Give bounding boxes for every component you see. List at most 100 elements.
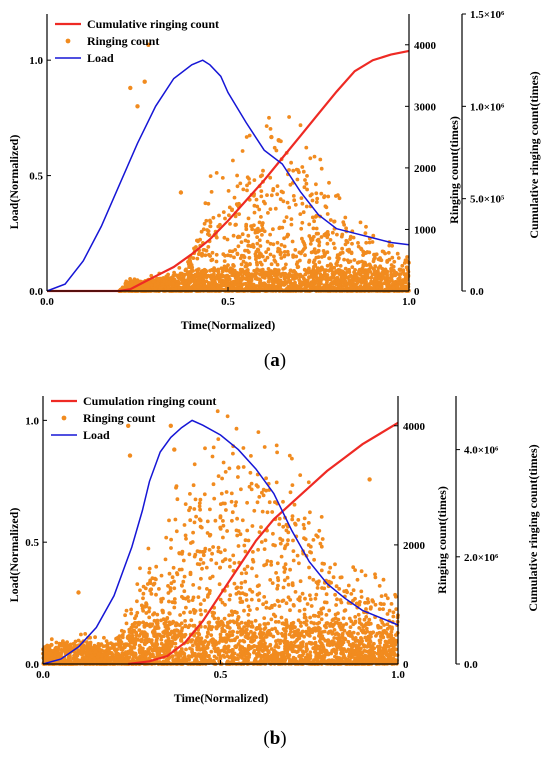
ringing-count-point: [193, 497, 198, 502]
ringing-count-point: [294, 254, 299, 259]
ringing-count-point: [221, 535, 225, 540]
ringing-count-point: [309, 282, 314, 287]
ringing-count-point: [322, 194, 327, 199]
ringing-count-point: [236, 475, 240, 479]
ringing-count-point: [187, 508, 191, 513]
ringing-count-point: [314, 272, 318, 277]
ringing-count-point: [325, 212, 330, 216]
ringing-count-point: [255, 584, 260, 588]
ringing-count-point: [382, 602, 386, 606]
ringing-count-point: [259, 540, 264, 544]
ringing-count-point: [149, 283, 154, 287]
ringing-count-point: [238, 532, 243, 537]
ringing-count-point: [266, 247, 271, 252]
ringing-count-point: [222, 279, 227, 283]
ringing-count-point: [219, 286, 223, 290]
ringing-count-point: [328, 218, 333, 222]
ringing-count-point: [154, 592, 158, 597]
ringing-count-point: [302, 241, 306, 246]
ringing-count-point: [221, 523, 226, 528]
ringing-count-point: [280, 538, 285, 543]
ringing-count-point: [359, 595, 364, 599]
ringing-count-point: [138, 588, 142, 593]
ringing-count-point: [265, 559, 270, 563]
ringing-count-point: [244, 227, 249, 232]
ringing-count-point: [378, 282, 383, 287]
ringing-count-point: [295, 553, 300, 558]
ringing-count-point: [288, 182, 293, 187]
ringing-count-point: [192, 507, 197, 511]
ringing-count-point: [195, 284, 200, 289]
ringing-count-point: [242, 270, 247, 275]
ringing-count-point: [291, 538, 295, 543]
ringing-count-point: [172, 586, 177, 591]
ringing-count-point: [180, 280, 185, 285]
ringing-count-point: [171, 281, 176, 286]
ringing-count-point: [248, 587, 252, 592]
ringing-count-point: [209, 558, 214, 562]
ringing-count-point: [328, 565, 333, 570]
ringing-count-point: [389, 602, 394, 606]
ringing-count-point: [375, 631, 380, 636]
ringing-count-point: [197, 586, 202, 590]
ringing-count-point: [216, 616, 221, 621]
ringing-count-point: [313, 596, 318, 601]
ringing-count-point: [289, 222, 294, 227]
ringing-count-point: [246, 233, 251, 238]
load-line: [46, 59, 410, 292]
ringing-count-point: [298, 212, 303, 217]
ringing-count-point: [183, 533, 188, 538]
ringing-count-point: [295, 260, 300, 265]
ringing-count-point: [371, 599, 375, 604]
ringing-count-point: [290, 514, 295, 518]
ringing-count-point: [334, 194, 338, 198]
ringing-count-point: [198, 602, 203, 606]
ringing-count-point: [338, 272, 343, 277]
ringing-count-point: [222, 274, 227, 279]
ringing-count-point: [261, 168, 265, 173]
ringing-count-point: [281, 598, 286, 603]
ringing-count-point: [324, 205, 329, 210]
ringing-count-point: [54, 645, 58, 650]
ringing-count-point: [292, 198, 297, 203]
ringing-count-point: [208, 174, 213, 179]
ringing-count-point: [254, 197, 259, 202]
ringing-count-point: [371, 233, 376, 238]
ringing-count-point: [295, 272, 299, 277]
ringing-count-point: [177, 285, 182, 290]
ringing-count-point: [324, 625, 328, 630]
ringing-count-point: [188, 610, 193, 615]
ringing-count-point: [219, 491, 224, 496]
ringing-count-point: [199, 612, 204, 617]
ringing-count-point: [144, 652, 149, 657]
ringing-count-point: [124, 283, 128, 288]
ringing-count-point: [366, 269, 371, 273]
ringing-count-point: [357, 286, 361, 290]
ringing-count-point: [279, 274, 283, 279]
ringing-count-point: [133, 616, 137, 621]
ringing-count-point: [320, 586, 324, 590]
ringing-count-point: [339, 234, 344, 239]
ringing-count-point: [239, 571, 244, 576]
ringing-count-point: [192, 285, 197, 290]
ringing-count-point: [240, 591, 245, 595]
ringing-count-point: [222, 616, 227, 621]
ringing-count-point: [270, 510, 275, 514]
ringing-count-point: [187, 286, 192, 291]
ringing-count-point: [283, 266, 287, 270]
ringing-count-point: [196, 280, 201, 285]
ringing-count-point: [211, 482, 216, 487]
ringing-count-point: [264, 250, 268, 255]
ringing-count-point: [287, 115, 291, 119]
ringing-count-point: [202, 492, 207, 497]
ringing-count-point: [396, 256, 401, 260]
ringing-count-point: [311, 577, 316, 582]
ringing-count-point: [277, 280, 282, 285]
ringing-count-point: [232, 561, 237, 565]
ringing-count-point: [268, 207, 273, 212]
ringing-count-point: [198, 608, 203, 612]
ringing-count-point: [206, 593, 210, 597]
ringing-count-point: [381, 607, 385, 611]
ringing-count-point: [310, 272, 315, 277]
